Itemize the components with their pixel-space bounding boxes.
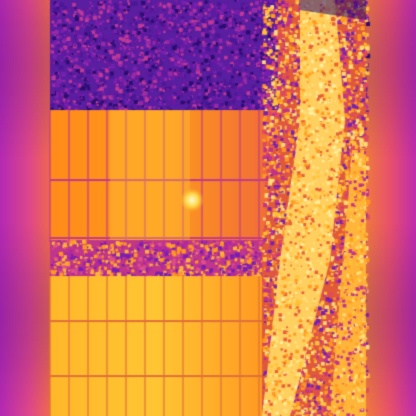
thermal-image-frame bbox=[0, 0, 416, 416]
thermal-solar-array-image bbox=[0, 0, 416, 416]
